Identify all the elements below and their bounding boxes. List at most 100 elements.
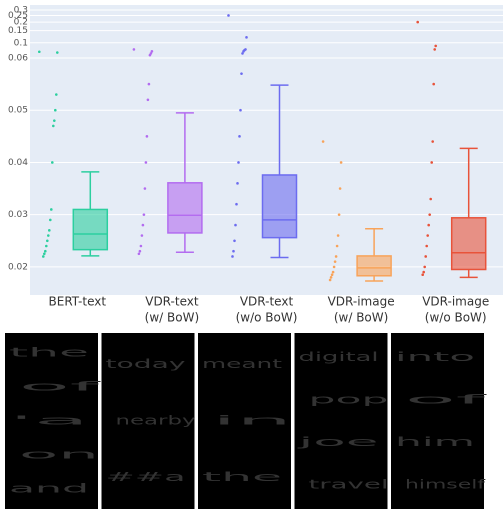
box	[452, 218, 486, 270]
word: meant	[202, 357, 283, 371]
data-point	[144, 187, 147, 190]
x-tick-label: VDR-image	[422, 295, 489, 309]
data-point	[47, 234, 50, 237]
word: the	[9, 346, 89, 360]
data-point	[245, 36, 248, 39]
word: digital	[299, 350, 379, 364]
data-point	[338, 213, 341, 216]
data-point	[45, 245, 48, 248]
data-point	[332, 271, 335, 274]
word: 'a	[9, 414, 89, 428]
data-point	[422, 271, 425, 274]
data-point	[146, 135, 149, 138]
data-point	[56, 51, 59, 54]
data-point	[138, 253, 141, 256]
plot-area	[30, 5, 503, 295]
data-point	[148, 83, 151, 86]
data-point	[335, 255, 338, 258]
data-point	[423, 266, 426, 269]
data-point	[232, 250, 235, 253]
word-cloud: today nearby ##a	[102, 333, 196, 509]
data-point	[330, 276, 333, 279]
word: him	[395, 435, 475, 449]
data-point	[140, 245, 143, 248]
data-point	[334, 260, 337, 263]
data-point	[227, 14, 230, 17]
word: ##a	[106, 470, 186, 484]
data-point	[339, 187, 342, 190]
data-point	[53, 119, 56, 122]
data-point	[143, 213, 146, 216]
y-tick-label: 0.06	[8, 54, 28, 64]
word: himself	[405, 477, 486, 491]
data-point	[51, 161, 54, 164]
data-point	[434, 45, 437, 48]
x-tick-label: (w/ BoW)	[145, 311, 199, 325]
word-cloud: theof'aonand	[5, 333, 104, 509]
word: the	[202, 470, 282, 484]
data-point	[233, 239, 236, 242]
word: of	[405, 392, 490, 406]
data-point	[145, 161, 148, 164]
data-point	[236, 182, 239, 185]
data-point	[337, 234, 340, 237]
chart: 0.020.030.040.050.060.10.150.20.250.3BER…	[0, 0, 503, 512]
y-tick-label: 0.02	[8, 262, 28, 272]
x-tick-label: BERT-text	[49, 295, 107, 309]
data-point	[49, 219, 52, 222]
data-point	[139, 250, 142, 253]
data-point	[432, 83, 435, 86]
data-point	[48, 229, 51, 232]
data-point	[46, 239, 49, 242]
data-point	[331, 273, 334, 276]
data-point	[239, 109, 242, 112]
data-point	[147, 98, 150, 101]
data-point	[133, 48, 136, 51]
data-point	[427, 224, 430, 227]
word: joe	[294, 435, 378, 449]
x-tick-label: (w/o BoW)	[425, 311, 487, 325]
data-point	[425, 245, 428, 248]
word: in	[212, 414, 292, 428]
word: of	[19, 380, 104, 394]
word: and	[9, 482, 89, 496]
data-point	[235, 203, 238, 206]
x-tick-label: (w/o BoW)	[236, 311, 298, 325]
y-tick-label: 0.3	[14, 6, 28, 16]
data-point	[237, 161, 240, 164]
data-point	[55, 93, 58, 96]
data-point	[433, 48, 436, 51]
data-point	[149, 54, 152, 57]
data-point	[333, 266, 336, 269]
word: today	[106, 357, 186, 371]
y-tick-label: 0.15	[8, 26, 28, 36]
data-point	[416, 21, 419, 24]
x-tick-label: (w/ BoW)	[334, 311, 388, 325]
data-point	[38, 50, 41, 53]
box	[357, 256, 391, 276]
data-point	[43, 253, 46, 256]
data-point	[142, 224, 145, 227]
data-point	[42, 255, 45, 258]
data-point	[424, 255, 427, 258]
data-point	[52, 125, 55, 128]
data-point	[241, 52, 244, 55]
word: nearby	[116, 414, 196, 428]
word: pop	[309, 392, 389, 406]
data-point	[240, 72, 243, 75]
data-point	[322, 140, 325, 143]
x-tick-label: VDR-text	[145, 295, 199, 309]
x-tick-label: VDR-image	[328, 295, 395, 309]
box	[263, 175, 297, 238]
data-point	[421, 273, 424, 276]
word: travel	[309, 477, 389, 491]
box	[168, 183, 202, 233]
data-point	[431, 140, 434, 143]
word-cloud: digital pop joe travel	[294, 333, 388, 509]
data-point	[54, 109, 57, 112]
data-point	[44, 250, 47, 253]
y-tick-label: 0.03	[8, 210, 28, 220]
data-point	[430, 161, 433, 164]
data-point	[426, 234, 429, 237]
